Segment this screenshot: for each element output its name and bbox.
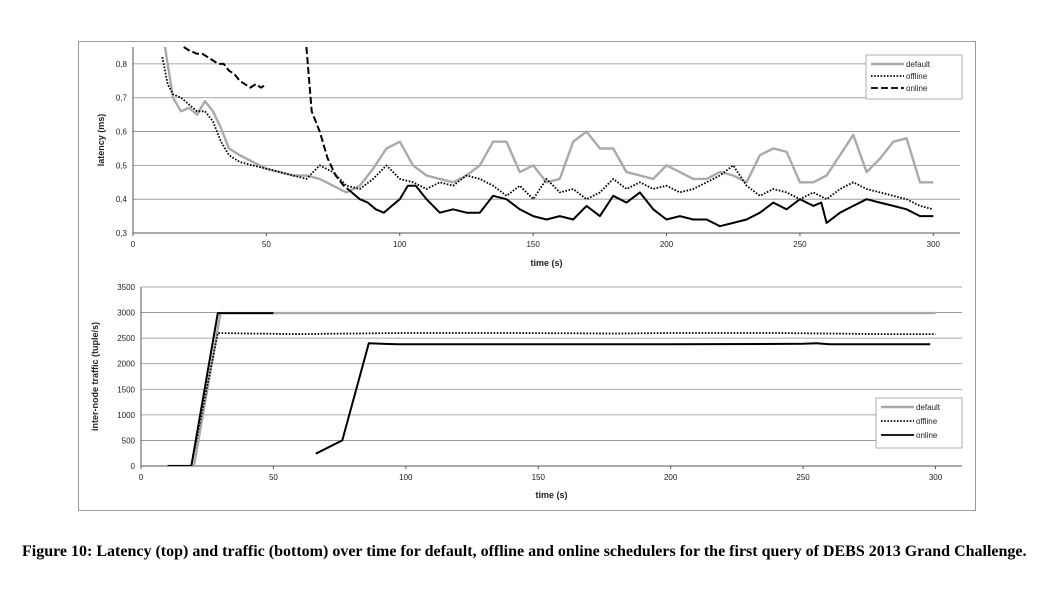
legend-box — [865, 54, 963, 100]
y-tick-label: 0,4 — [116, 195, 128, 204]
legend-label-offline: offline — [916, 417, 938, 426]
legend-label-online: online — [906, 84, 928, 93]
legend-label-offline: offline — [906, 72, 928, 81]
y-tick-label: 0,3 — [116, 229, 128, 238]
x-tick-label: 100 — [393, 240, 407, 249]
legend-label-default: default — [906, 60, 931, 69]
legend-label-default: default — [916, 403, 941, 412]
series-line-online — [315, 342, 931, 455]
y-tick-label: 500 — [122, 436, 136, 445]
x-tick-label: 150 — [526, 240, 540, 249]
figure-caption: Figure 10: Latency (top) and traffic (bo… — [22, 543, 1027, 560]
y-tick-label: 2000 — [117, 360, 135, 369]
y-axis-title: latency (ms) — [96, 114, 106, 167]
x-tick-label: 50 — [269, 473, 278, 482]
x-tick-label: 200 — [660, 240, 674, 249]
x-tick-label: 300 — [929, 473, 943, 482]
x-axis-title: time (s) — [535, 490, 567, 500]
traffic-chart: 0 500 1000 1500 2000 2500 3000 3500 0 50 100 150 200… — [90, 283, 963, 500]
y-tick-label: 3000 — [117, 309, 135, 318]
y-tick-label: 0,6 — [116, 128, 128, 137]
series-line-default — [163, 46, 934, 194]
series-line-offline — [161, 56, 934, 211]
y-tick-label: 1000 — [117, 411, 135, 420]
y-tick-label: 3500 — [117, 283, 135, 292]
legend-box — [875, 397, 963, 449]
x-tick-label: 200 — [664, 473, 678, 482]
x-tick-label: 0 — [131, 240, 136, 249]
x-tick-label: 100 — [399, 473, 413, 482]
latency-chart: 0,3 0,4 0,5 0,6 0,7 0,8 0 50 100 150 200 250 300 time… — [96, 46, 963, 268]
x-tick-label: 250 — [796, 473, 810, 482]
x-tick-label: 0 — [139, 473, 144, 482]
legend-label-online: online — [916, 431, 938, 440]
series-line-online — [183, 46, 267, 89]
y-tick-label: 0,7 — [116, 94, 128, 103]
x-tick-label: 50 — [262, 240, 271, 249]
series-line-online — [305, 46, 353, 194]
x-tick-label: 300 — [927, 240, 941, 249]
x-axis-title: time (s) — [530, 258, 562, 268]
y-tick-label: 2500 — [117, 334, 135, 343]
series-line-online — [167, 312, 274, 466]
y-tick-label: 0 — [131, 462, 136, 471]
series-line-online — [351, 184, 934, 228]
y-tick-label: 0,8 — [116, 60, 128, 69]
figure-frame — [78, 41, 976, 511]
y-tick-label: 0,5 — [116, 161, 128, 170]
series-line-default — [167, 311, 936, 466]
y-tick-label: 1500 — [117, 385, 135, 394]
x-tick-label: 250 — [793, 240, 807, 249]
x-tick-label: 150 — [532, 473, 546, 482]
y-axis-title: inter-node traffic (tuple/s) — [90, 322, 100, 431]
series-line-offline — [167, 332, 936, 466]
